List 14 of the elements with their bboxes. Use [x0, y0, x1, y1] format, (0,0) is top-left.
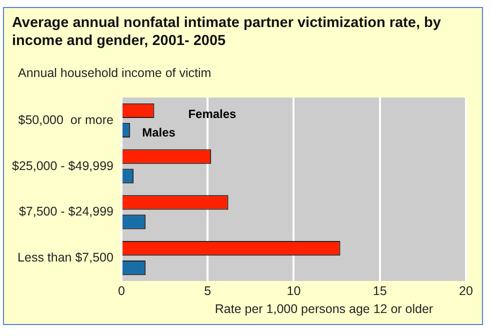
y-tick-label: Less than $7,500 [18, 250, 114, 265]
x-tick-label: 20 [459, 284, 473, 298]
x-tick-label: 15 [372, 284, 387, 298]
x-tick-label: 5 [204, 284, 212, 298]
y-axis-title: Annual household income of victim [18, 66, 212, 80]
y-tick-label: $50,000 or more [18, 112, 114, 127]
y-tick-label: $7,500 - $24,999 [18, 204, 114, 219]
text: Females [188, 107, 237, 121]
series-label: Males [142, 126, 176, 140]
x-axis-title: Rate per 1,000 persons age 12 or older [214, 302, 434, 316]
y-tick-label: $25,000 - $49,999 [12, 158, 114, 173]
x-tick-label: 10 [286, 284, 301, 298]
x-tick-label: 0 [118, 284, 125, 298]
chart-title: Average annual nonfatal intimate partner victimization rate, by income and gender, 2001- 2005 [12, 14, 442, 50]
